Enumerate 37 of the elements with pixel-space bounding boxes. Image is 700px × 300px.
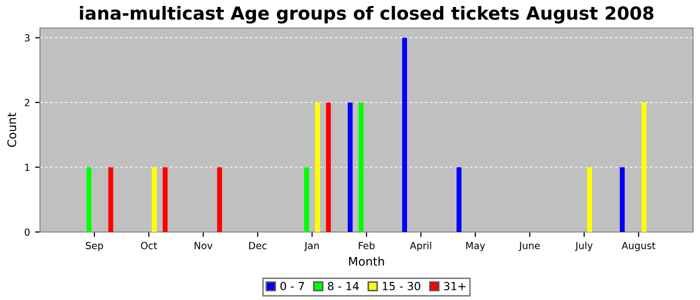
- bar: [456, 167, 462, 232]
- bar: [402, 38, 408, 232]
- bar: [304, 167, 310, 232]
- bar: [108, 167, 114, 232]
- y-axis-title: Count: [7, 112, 16, 147]
- legend-label: 0 - 7: [280, 282, 304, 290]
- x-tick-label: Jan: [304, 242, 319, 252]
- x-tick-label: April: [410, 242, 432, 252]
- legend-label: 15 - 30: [382, 282, 420, 290]
- x-tick-label: Oct: [140, 242, 158, 250]
- bar: [217, 167, 222, 232]
- x-tick-label: August: [622, 242, 656, 252]
- bar: [642, 102, 646, 232]
- bar: [162, 167, 168, 232]
- bar: [358, 102, 364, 232]
- x-tick-label: Sep: [86, 242, 104, 252]
- y-tick-label: 2: [24, 98, 30, 106]
- x-tick-label: Nov: [194, 242, 212, 250]
- chart-title: iana-multicast Age groups of closed tickets August 2008: [80, 6, 654, 24]
- bar: [315, 102, 320, 232]
- x-tick-label: Feb: [358, 242, 375, 250]
- bar: [348, 102, 353, 232]
- bar: [86, 167, 92, 232]
- y-tick-label: 3: [24, 34, 30, 42]
- bar: [620, 167, 625, 232]
- legend-label: 8 - 14: [328, 282, 359, 290]
- x-tick-label: Dec: [249, 242, 266, 250]
- legend-label: 31+: [444, 282, 466, 290]
- x-tick-label: May: [466, 242, 486, 252]
- bar: [587, 167, 592, 232]
- y-tick-label: 1: [25, 164, 30, 171]
- y-tick-label: 0: [24, 228, 30, 236]
- x-axis-title: Month: [349, 256, 384, 266]
- bar: [152, 167, 157, 232]
- x-tick-label: July: [574, 242, 593, 252]
- bar: [326, 102, 331, 232]
- x-tick-label: June: [518, 242, 540, 252]
